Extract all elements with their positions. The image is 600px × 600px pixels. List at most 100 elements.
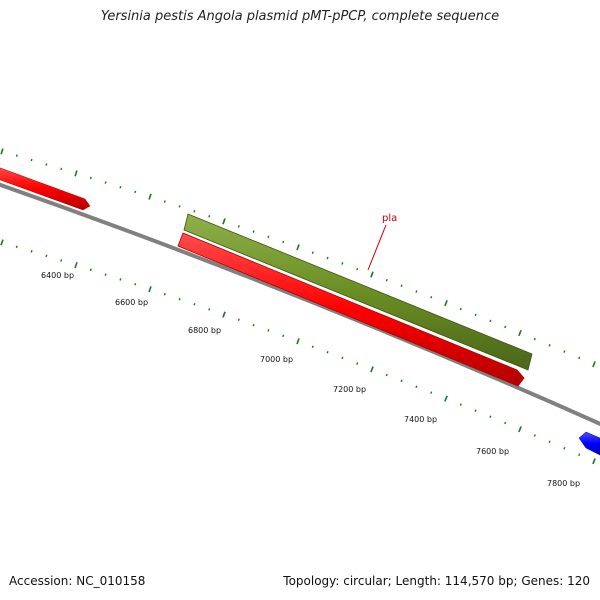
outer-tick-minor bbox=[134, 190, 137, 194]
inner-tick-minor bbox=[311, 345, 314, 349]
outer-tick-minor bbox=[15, 154, 18, 157]
outer-tick-minor bbox=[282, 240, 285, 244]
outer-tick-minor bbox=[208, 215, 211, 218]
outer-tick-minor bbox=[548, 344, 551, 347]
inner-tick-minor bbox=[15, 245, 18, 249]
inner-tick-major bbox=[296, 338, 300, 345]
outer-tick-minor bbox=[104, 181, 107, 184]
outer-tick-minor bbox=[563, 350, 566, 353]
inner-tick-minor bbox=[252, 323, 255, 327]
outer-tick-minor bbox=[489, 319, 492, 323]
inner-tick-major bbox=[74, 262, 78, 269]
outer-tick-major bbox=[444, 300, 448, 307]
backbone-line bbox=[0, 182, 600, 426]
inner-tick-minor bbox=[400, 379, 403, 383]
inner-tick-minor bbox=[119, 278, 122, 281]
inner-tick-minor bbox=[326, 351, 329, 354]
outer-tick-major bbox=[222, 218, 226, 225]
inner-tick-minor bbox=[237, 318, 240, 322]
inner-tick-major bbox=[518, 426, 522, 433]
outer-tick-minor bbox=[252, 230, 255, 233]
pla-label-leader bbox=[367, 224, 387, 271]
outer-tick-minor bbox=[30, 158, 33, 162]
outer-tick-minor bbox=[578, 356, 581, 360]
inner-tick-minor bbox=[89, 268, 92, 272]
inner-tick-major bbox=[592, 458, 596, 465]
inner-tick-row bbox=[0, 239, 596, 465]
bp-label-7600: 7600 bp bbox=[476, 447, 509, 456]
inner-tick-minor bbox=[163, 292, 166, 296]
outer-tick-major bbox=[74, 170, 78, 177]
outer-tick-minor bbox=[89, 176, 92, 180]
inner-tick-minor bbox=[178, 297, 181, 301]
inner-tick-minor bbox=[504, 421, 507, 425]
outer-tick-minor bbox=[60, 167, 63, 171]
inner-tick-major bbox=[0, 239, 4, 246]
bp-label-6400: 6400 bp bbox=[41, 271, 74, 280]
outer-tick-minor bbox=[415, 290, 418, 293]
inner-tick-major bbox=[370, 366, 374, 373]
outer-tick-minor bbox=[45, 163, 48, 166]
inner-tick-minor bbox=[282, 334, 285, 338]
outer-tick-minor bbox=[267, 235, 270, 239]
inner-tick-minor bbox=[548, 440, 551, 444]
outer-tick-minor bbox=[193, 210, 196, 213]
inner-tick-minor bbox=[474, 409, 477, 412]
inner-tick-minor bbox=[60, 259, 63, 262]
inner-tick-minor bbox=[578, 453, 581, 456]
inner-tick-major bbox=[148, 286, 152, 293]
outer-tick-minor bbox=[341, 262, 344, 265]
inner-tick-minor bbox=[208, 308, 211, 311]
inner-tick-minor bbox=[193, 302, 196, 306]
outer-tick-minor bbox=[385, 278, 388, 282]
map-title: Yersinia pestis Angola plasmid pMT-pPCP,… bbox=[100, 9, 500, 24]
inner-tick-minor bbox=[459, 403, 462, 406]
outer-tick-minor bbox=[430, 296, 433, 299]
outer-tick-minor bbox=[474, 313, 477, 317]
bp-label-7000: 7000 bp bbox=[260, 355, 293, 364]
outer-tick-major bbox=[592, 361, 596, 368]
bp-label-7800: 7800 bp bbox=[547, 479, 580, 488]
topology-summary: Topology: circular; Length: 114,570 bp; … bbox=[283, 574, 590, 588]
bp-label-6600: 6600 bp bbox=[115, 298, 148, 307]
outer-tick-minor bbox=[356, 267, 359, 271]
inner-tick-minor bbox=[104, 273, 107, 276]
outer-tick-row bbox=[0, 148, 596, 368]
pla-label: pla bbox=[382, 213, 397, 224]
gene-feature-forward-left[interactable] bbox=[0, 166, 91, 211]
gene-feature-reverse-right[interactable] bbox=[578, 431, 600, 456]
outer-tick-major bbox=[296, 244, 300, 251]
outer-tick-major bbox=[0, 148, 4, 155]
outer-tick-minor bbox=[119, 185, 122, 189]
inner-tick-minor bbox=[533, 434, 536, 437]
outer-tick-major bbox=[370, 271, 374, 278]
gene-feature-pla[interactable] bbox=[183, 213, 533, 371]
outer-tick-minor bbox=[237, 225, 240, 228]
bp-label-7200: 7200 bp bbox=[333, 385, 366, 394]
inner-tick-minor bbox=[30, 250, 33, 253]
bp-label-6800: 6800 bp bbox=[188, 326, 221, 335]
inner-tick-minor bbox=[45, 254, 48, 258]
outer-tick-minor bbox=[178, 205, 181, 208]
gene-feature-forward-center[interactable] bbox=[177, 232, 525, 387]
inner-tick-minor bbox=[341, 356, 344, 360]
inner-tick-major bbox=[222, 311, 226, 318]
accession-text: Accession: NC_010158 bbox=[9, 574, 146, 588]
outer-tick-minor bbox=[459, 307, 462, 311]
outer-tick-minor bbox=[504, 325, 507, 329]
outer-tick-minor bbox=[311, 251, 314, 254]
inner-tick-minor bbox=[267, 329, 270, 332]
outer-tick-minor bbox=[326, 256, 329, 260]
outer-tick-minor bbox=[163, 200, 166, 203]
inner-tick-minor bbox=[385, 373, 388, 377]
inner-tick-minor bbox=[356, 362, 359, 365]
inner-tick-minor bbox=[489, 415, 492, 419]
inner-tick-major bbox=[444, 395, 448, 402]
inner-tick-minor bbox=[415, 385, 418, 388]
outer-tick-minor bbox=[400, 284, 403, 288]
inner-tick-minor bbox=[134, 282, 137, 286]
outer-tick-minor bbox=[533, 337, 536, 341]
outer-tick-major bbox=[148, 193, 152, 200]
bp-label-7400: 7400 bp bbox=[404, 415, 437, 424]
